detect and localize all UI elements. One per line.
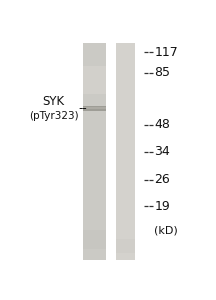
Text: 19: 19 xyxy=(154,200,170,213)
Bar xyxy=(83,107,106,109)
Text: SYK: SYK xyxy=(43,95,65,108)
Text: 34: 34 xyxy=(154,146,170,158)
Text: 117: 117 xyxy=(154,46,178,59)
Bar xyxy=(83,106,106,111)
Bar xyxy=(116,43,135,260)
Text: (kD): (kD) xyxy=(154,225,178,235)
Bar xyxy=(83,230,106,248)
Text: 48: 48 xyxy=(154,118,170,131)
Bar xyxy=(83,66,106,94)
Text: --: -- xyxy=(78,102,87,115)
Bar xyxy=(83,43,106,260)
Text: 85: 85 xyxy=(154,67,170,80)
Text: (pTyr323): (pTyr323) xyxy=(29,111,79,121)
Text: 26: 26 xyxy=(154,173,170,186)
Bar xyxy=(116,239,135,253)
